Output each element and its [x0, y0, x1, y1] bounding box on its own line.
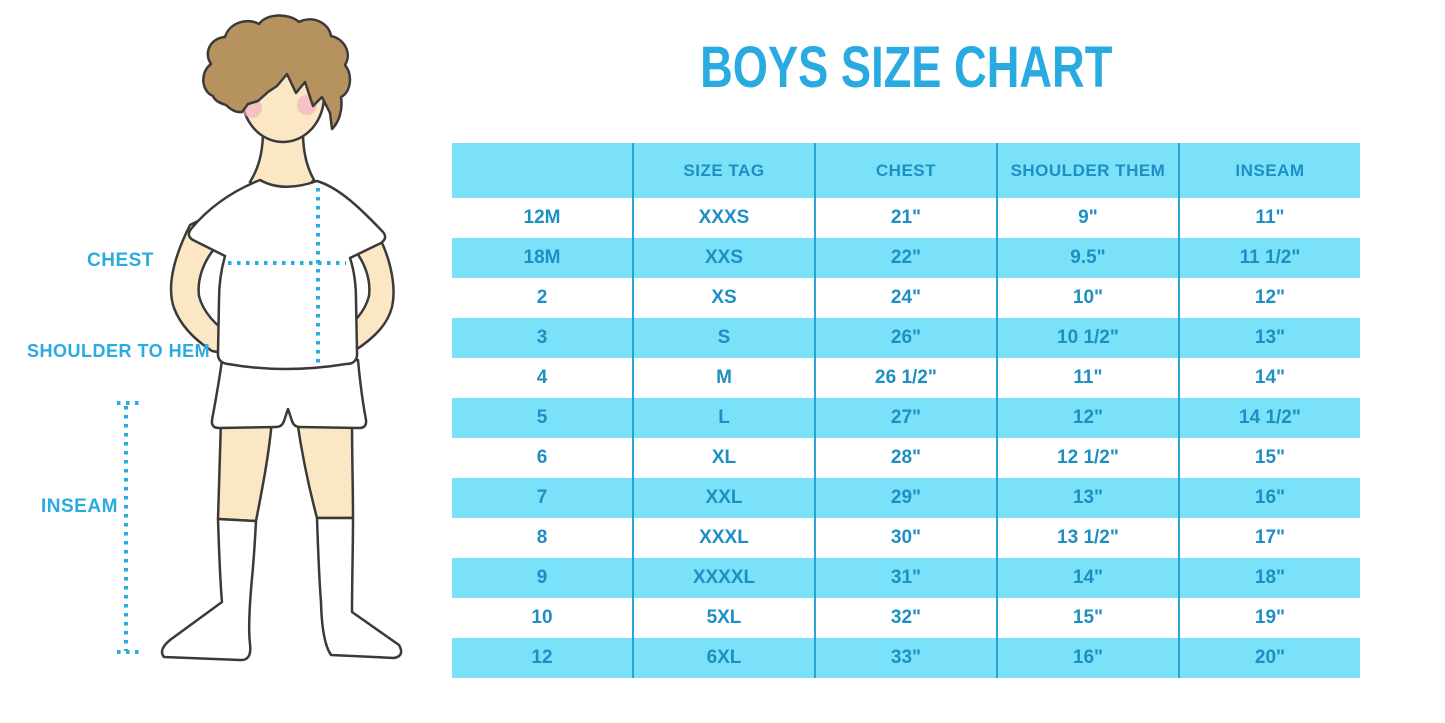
size-table: SIZE TAG CHEST SHOULDER THEM INSEAM 12M XXXS… [452, 143, 1360, 678]
boy-figure-illustration [117, 14, 403, 662]
table-row: 3 S 26" 10 1/2" 13" [452, 318, 1360, 358]
table-cell: 15" [1177, 438, 1360, 478]
size-cell: 7 [536, 487, 548, 508]
table-row: 10 5XL 32" 15" 19" [452, 598, 1360, 638]
table-cell: 13" [995, 478, 1179, 518]
table-cell: 9.5" [995, 238, 1179, 278]
table-cell: 22" [813, 238, 997, 278]
table-cell: 21" [813, 198, 997, 238]
table-cell: 14" [995, 558, 1179, 598]
size-cell: 10 [531, 607, 553, 628]
size-cell: 18M [523, 247, 561, 268]
table-cell: XS [632, 278, 815, 318]
table-cell: 10 1/2" [995, 318, 1179, 358]
table-cell: 27" [813, 398, 997, 438]
boy-shorts [210, 358, 368, 430]
table-cell: 31" [813, 558, 997, 598]
table-cell: 24" [813, 278, 997, 318]
table-cell: 19" [1177, 598, 1360, 638]
table-cell: 13 1/2" [995, 518, 1179, 558]
table-cell: 30" [813, 518, 997, 558]
table-row: 12 6XL 33" 16" 20" [452, 638, 1360, 678]
table-cell: 14" [1177, 358, 1360, 398]
table-row: 18M XXS 22" 9.5" 11 1/2" [452, 238, 1360, 278]
inseam-label: INSEAM [41, 496, 118, 517]
table-cell: XXL [632, 478, 815, 518]
column-header: SHOULDER THEM [995, 143, 1179, 198]
table-cell: 15" [995, 598, 1179, 638]
table-cell: 32" [813, 598, 997, 638]
table-cell: 18" [1177, 558, 1360, 598]
table-cell: 10" [995, 278, 1179, 318]
table-cell: 11 1/2" [1177, 238, 1360, 278]
table-row: 2 XS 24" 10" 12" [452, 278, 1360, 318]
table-cell: M [632, 358, 815, 398]
table-cell: 12" [995, 398, 1179, 438]
table-cell: XXXL [632, 518, 815, 558]
table-cell: 26" [813, 318, 997, 358]
table-cell: XXXXL [632, 558, 815, 598]
table-cell: 11" [995, 358, 1179, 398]
table-row: 8 XXXL 30" 13 1/2" 17" [452, 518, 1360, 558]
table-cell: 16" [1177, 478, 1360, 518]
table-cell: XXS [632, 238, 815, 278]
table-cell: 16" [995, 638, 1179, 678]
table-cell: XXXS [632, 198, 815, 238]
size-cell: 12 [531, 647, 553, 668]
size-cell: 3 [536, 327, 548, 348]
size-cell: 4 [536, 367, 548, 388]
table-cell: 11" [1177, 198, 1360, 238]
table-row: 9 XXXXL 31" 14" 18" [452, 558, 1360, 598]
column-header: CHEST [813, 143, 997, 198]
table-cell: 12" [1177, 278, 1360, 318]
table-row: 7 XXL 29" 13" 16" [452, 478, 1360, 518]
table-row: 4 M 26 1/2" 11" 14" [452, 358, 1360, 398]
shoulder-to-hem-label: SHOULDER TO HEM [27, 341, 211, 361]
table-cell: 29" [813, 478, 997, 518]
table-body: 12M XXXS 21" 9" 11" 18M XXS 22" 9.5" 11 1/2" 2 XS 24… [452, 198, 1360, 678]
table-head: SIZE TAG CHEST SHOULDER THEM INSEAM [452, 143, 1360, 198]
table-cell: 9" [995, 198, 1179, 238]
table-cell: L [632, 398, 815, 438]
table-row: 6 XL 28" 12 1/2" 15" [452, 438, 1360, 478]
table-row: 12M XXXS 21" 9" 11" [452, 198, 1360, 238]
column-header [452, 143, 633, 198]
table-cell: 28" [813, 438, 997, 478]
boy-hair [202, 14, 352, 131]
table-cell: XL [632, 438, 815, 478]
table-cell: 20" [1177, 638, 1360, 678]
table-cell: 26 1/2" [813, 358, 997, 398]
table-cell: 12 1/2" [995, 438, 1179, 478]
header-row: SIZE TAG CHEST SHOULDER THEM INSEAM [452, 143, 1360, 198]
boy-shirt [187, 178, 387, 371]
table-cell: 13" [1177, 318, 1360, 358]
table-cell: 33" [813, 638, 997, 678]
size-cell: 2 [536, 287, 548, 308]
column-header: SIZE TAG [632, 143, 815, 198]
table-row: 5 L 27" 12" 14 1/2" [452, 398, 1360, 438]
table-cell: 5XL [632, 598, 815, 638]
size-cell: 5 [536, 407, 548, 428]
size-cell: 6 [536, 447, 548, 468]
table-cell: S [632, 318, 815, 358]
title-wrap: BOYS SIZE CHART [452, 34, 1360, 101]
table-cell: 17" [1177, 518, 1360, 558]
measurement-figure: CHEST SHOULDER TO HEM INSEAM [0, 0, 460, 723]
page-title: BOYS SIZE CHART [699, 35, 1113, 100]
table-cell: 14 1/2" [1177, 398, 1360, 438]
size-cell: 8 [536, 527, 548, 548]
boy-legs [216, 418, 355, 523]
table-cell: 6XL [632, 638, 815, 678]
measurement-lines [117, 188, 346, 654]
size-cell: 9 [536, 567, 548, 588]
boy-socks [160, 516, 403, 662]
chest-label: CHEST [87, 250, 154, 271]
size-cell: 12M [523, 207, 561, 228]
column-header: INSEAM [1177, 143, 1360, 198]
